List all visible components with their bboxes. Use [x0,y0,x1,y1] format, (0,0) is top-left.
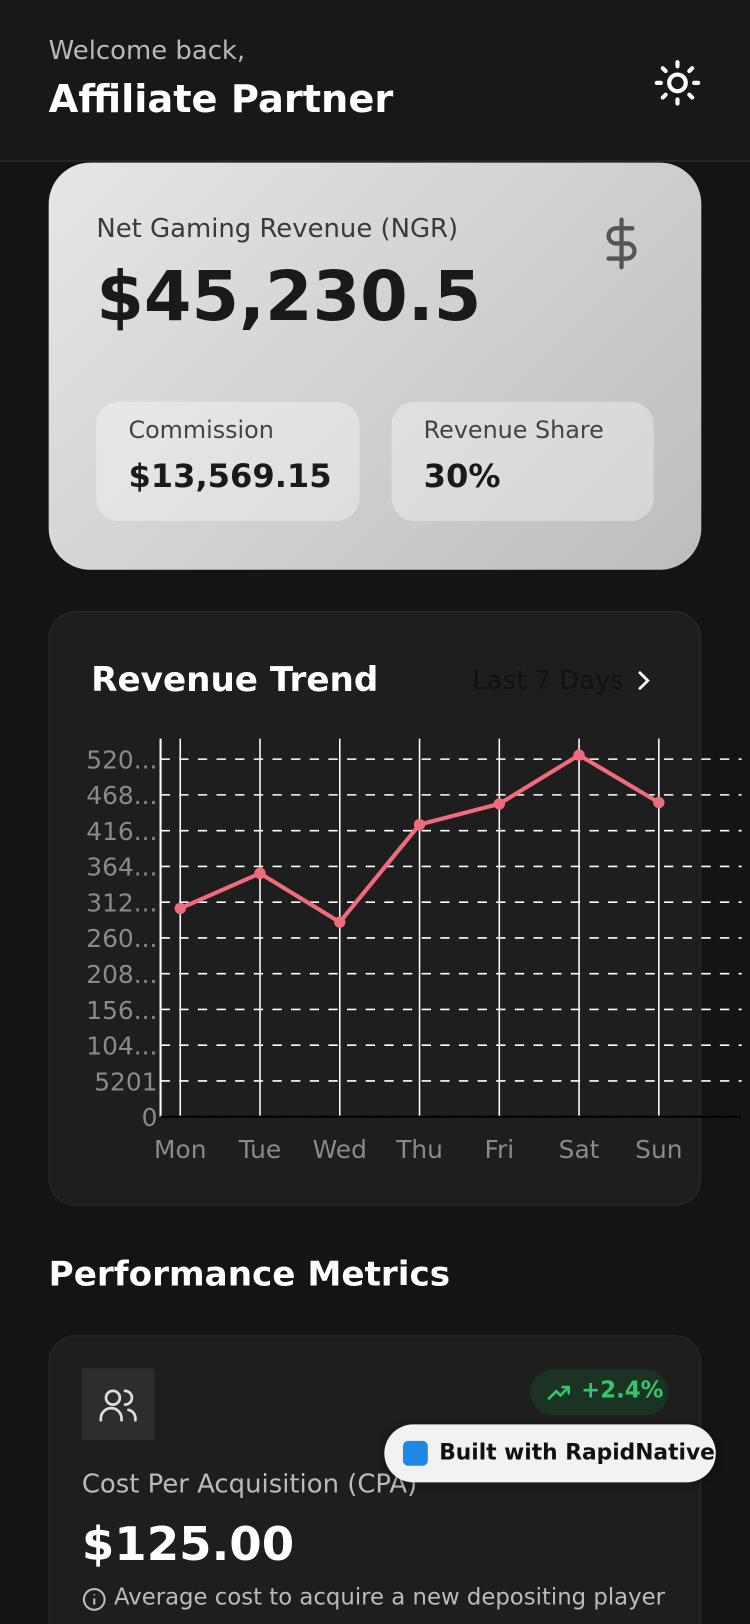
users-icon [99,1389,137,1422]
x-tick-label: Thu [395,1135,443,1164]
greeting: Welcome back, [48,35,246,66]
chart-title: Revenue Trend [91,658,379,700]
x-tick-label: Mon [154,1135,206,1164]
y-tick-label: 0 [142,1103,158,1132]
x-tick-label: Tue [238,1135,281,1164]
data-point [573,749,585,761]
metric-label: Cost Per Acquisition (CPA) [81,1468,418,1499]
commission-label: Commission [128,417,274,445]
y-tick-label: 416... [86,817,157,846]
revenue-chart: 0 5201 104... 156... 208... 260... 312... 364..… [86,738,742,1164]
badge-text[interactable]: Built with RapidNative [439,1439,715,1465]
user-name: Affiliate Partner [48,76,394,122]
commission-box [96,401,360,522]
header [0,0,750,162]
y-tick-label: 104... [86,1032,157,1061]
metric-value: $125.00 [81,1516,295,1572]
y-tick-label: 312... [86,888,157,917]
commission-value: $13,569.15 [128,457,332,496]
data-point [334,916,346,928]
trend-icon [547,1385,571,1400]
chart-card [48,611,702,1206]
x-tick-label: Wed [313,1135,367,1164]
chevron-icon[interactable] [630,667,657,694]
metrics-title: Performance Metrics [48,1253,451,1294]
theme-toggle[interactable] [653,58,703,108]
share-label: Revenue Share [423,417,604,445]
change-value: +2.4% [581,1377,664,1404]
y-tick-label: 468... [86,781,157,810]
share-box [391,401,654,522]
x-tick-label: Sun [635,1135,682,1164]
y-tick-label: 208... [86,960,157,989]
share-value: 30% [423,457,501,496]
data-point [493,798,506,810]
period-selector[interactable]: Last 7 Days [472,665,624,696]
info-icon [82,1588,106,1611]
data-point [653,796,665,809]
y-tick-label: 156... [86,996,157,1025]
data-point [413,818,426,831]
ngr-card [48,162,702,570]
badge-logo [402,1440,428,1466]
data-point [174,902,186,915]
change-badge [530,1369,669,1416]
ngr-label: Net Gaming Revenue (NGR) [96,213,459,244]
y-tick-label: 520... [86,745,157,774]
badge[interactable] [384,1424,716,1483]
ngr-value: $45,230.5 [96,256,482,337]
y-tick-label: 364... [86,853,157,882]
metric-note: Average cost to acquire a new depositing… [113,1584,666,1611]
x-tick-label: Fri [484,1135,514,1164]
y-tick-label: 5201 [94,1067,157,1096]
y-tick-label: 260... [86,924,157,953]
dollar-icon [606,217,637,270]
x-tick-label: Sat [559,1135,600,1164]
data-point [254,867,266,880]
